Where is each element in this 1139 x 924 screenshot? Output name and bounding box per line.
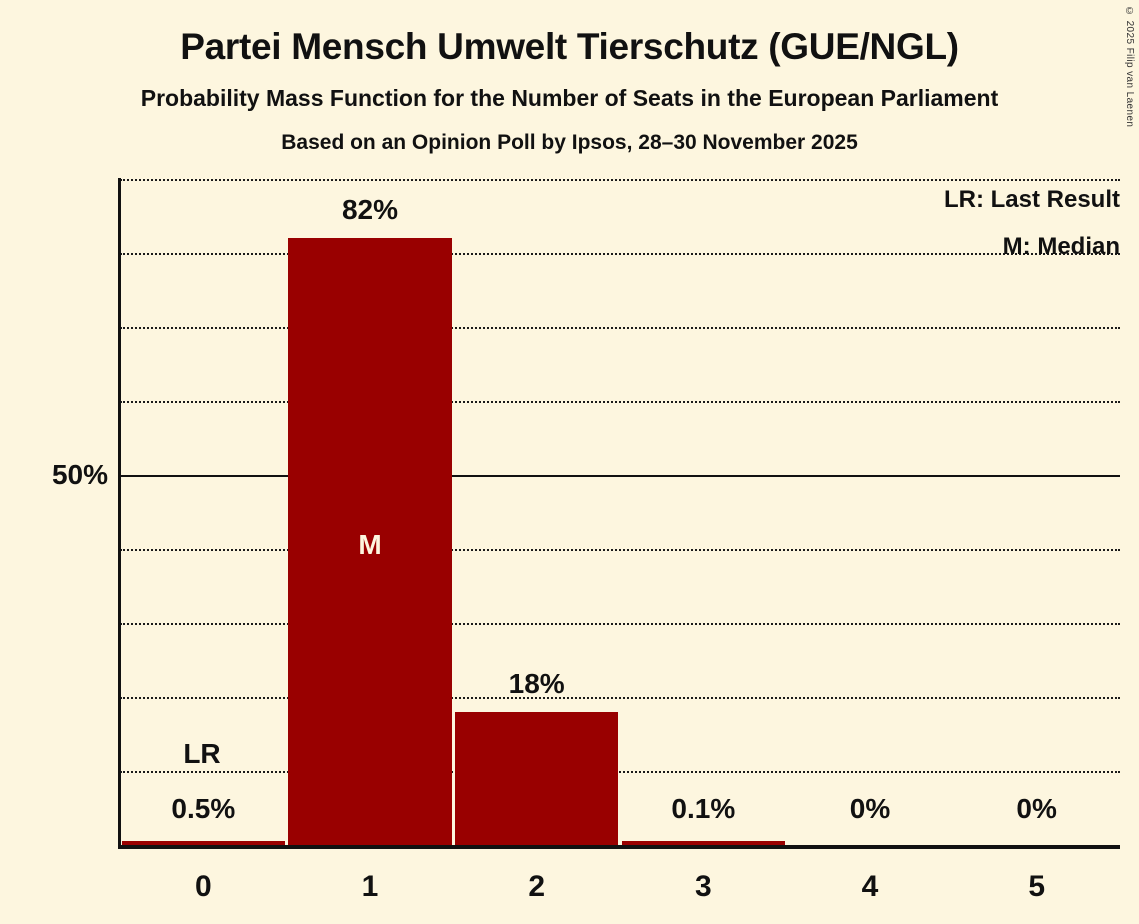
- value-label-seats-2: 18%: [508, 667, 565, 699]
- gridline-minor: [120, 697, 1120, 699]
- bar-seats-3[interactable]: [621, 841, 786, 845]
- value-label-seats-3: 0.1%: [671, 793, 736, 824]
- x-tick-label-3: 3: [694, 870, 712, 903]
- marker-median: M: [358, 529, 382, 560]
- y-axis-labels: 50%: [0, 0, 108, 924]
- x-tick-label-0: 0: [194, 870, 212, 903]
- gridline-minor: [120, 179, 1120, 181]
- gridline-minor: [120, 549, 1120, 551]
- gridline-minor: [120, 401, 1120, 403]
- chart-source-line: Based on an Opinion Poll by Ipsos, 28–30…: [281, 131, 858, 154]
- bar-seats-2[interactable]: [454, 711, 619, 845]
- chart-subtitle: Probability Mass Function for the Number…: [140, 85, 999, 111]
- gridline-minor: [120, 771, 1120, 773]
- value-label-seats-1: 82%: [341, 194, 398, 226]
- chart-title: Partei Mensch Umwelt Tierschutz (GUE/NGL…: [180, 26, 959, 67]
- value-label-seats-4: 0%: [849, 793, 891, 824]
- x-tick-label-2: 2: [528, 870, 545, 903]
- x-tick-label-1: 1: [361, 870, 379, 903]
- x-axis-line: [118, 845, 1120, 849]
- y-tick-label-50: 50%: [51, 459, 108, 490]
- legend-entry-median: M: Median: [1002, 233, 1120, 260]
- gridline-minor: [120, 623, 1120, 625]
- plot-gridlines: [120, 179, 1120, 845]
- marker-last-result: LR: [183, 738, 221, 769]
- gridline-minor: [120, 253, 1120, 255]
- legend-entry-last-result: LR: Last Result: [943, 186, 1120, 213]
- copyright-notice: © 2025 Filip van Laenen: [1124, 6, 1135, 128]
- x-tick-label-5: 5: [1028, 870, 1045, 903]
- gridline-minor: [120, 327, 1120, 329]
- value-label-seats-5: 0%: [1016, 793, 1057, 824]
- bars-layer: [120, 180, 1120, 845]
- bar-seats-0[interactable]: [121, 841, 286, 845]
- chart-header: Partei Mensch Umwelt Tierschutz (GUE/NGL…: [0, 0, 1139, 153]
- x-tick-label-4: 4: [861, 870, 879, 903]
- bar-seats-1[interactable]: [288, 238, 452, 845]
- value-label-seats-0: 0.5%: [171, 793, 236, 824]
- y-axis-line: [118, 178, 121, 848]
- gridline-major: [120, 475, 1120, 477]
